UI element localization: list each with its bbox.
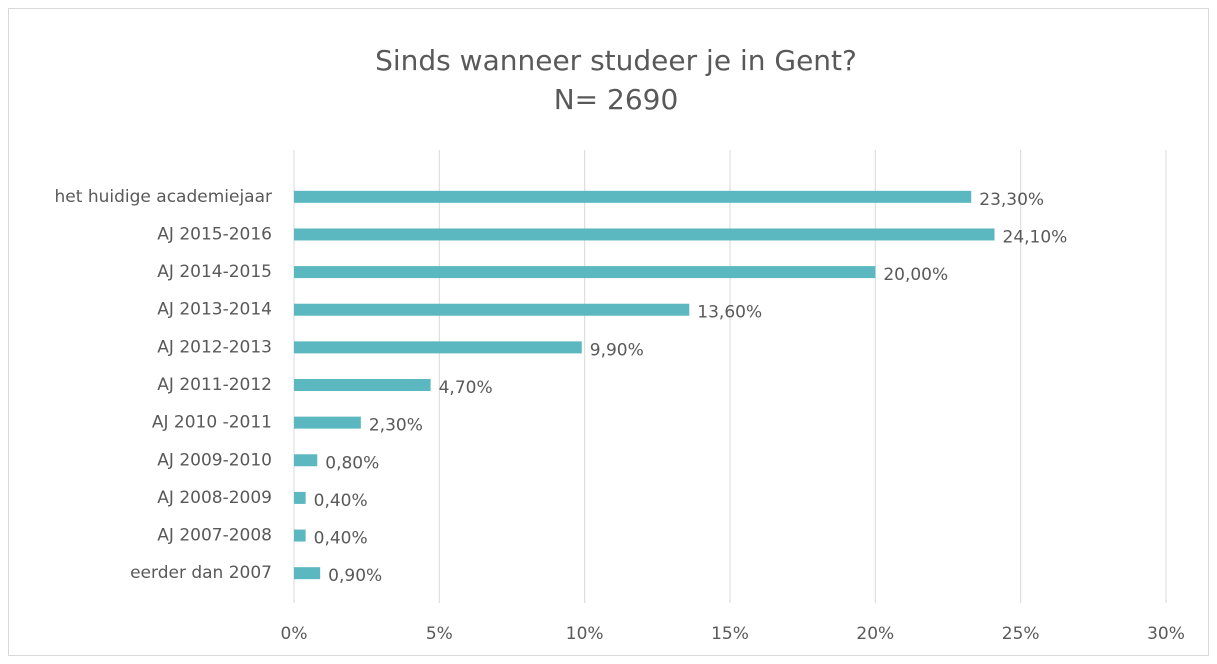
data-label: 9,90% [590, 340, 644, 360]
y-tick-label: AJ 2008-2009 [157, 488, 272, 508]
chart-border [8, 8, 1209, 656]
data-label: 20,00% [883, 265, 948, 285]
data-label: 0,40% [314, 529, 368, 549]
chart-title: Sinds wanneer studeer je in Gent? [375, 44, 857, 77]
x-tick-label: 5% [426, 624, 453, 644]
y-tick-label: AJ 2015-2016 [157, 224, 272, 244]
y-tick-label: AJ 2013-2014 [157, 300, 272, 320]
x-tick-label: 20% [856, 624, 894, 644]
x-tick-label: 10% [566, 624, 604, 644]
y-tick-label: AJ 2011-2012 [157, 375, 272, 395]
data-label: 23,30% [979, 190, 1044, 210]
y-tick-label: AJ 2009-2010 [157, 450, 272, 470]
data-label: 0,90% [328, 566, 382, 586]
x-tick-label: 15% [711, 624, 749, 644]
bar [294, 529, 306, 542]
y-tick-label: het huidige academiejaar [55, 187, 272, 207]
y-tick-label: AJ 2007-2008 [157, 526, 272, 546]
bar [294, 491, 306, 504]
x-tick-label: 30% [1147, 624, 1185, 644]
data-label: 0,80% [325, 453, 379, 473]
y-tick-label: AJ 2012-2013 [157, 337, 272, 357]
x-tick-label: 25% [1002, 624, 1040, 644]
data-label: 24,10% [1003, 227, 1068, 247]
bar [294, 416, 361, 429]
bar [294, 228, 995, 241]
data-label: 0,40% [314, 491, 368, 511]
data-label: 2,30% [369, 416, 423, 436]
y-tick-label: AJ 2010 -2011 [152, 413, 272, 433]
x-tick-label: 0% [281, 624, 308, 644]
data-label: 4,70% [439, 378, 493, 398]
y-tick-label: eerder dan 2007 [130, 563, 272, 583]
y-tick-label: AJ 2014-2015 [157, 262, 272, 282]
bar [294, 190, 972, 203]
chart-subtitle: N= 2690 [554, 83, 679, 116]
bar [294, 379, 431, 391]
bar [294, 341, 582, 354]
bar [294, 454, 318, 467]
bar [294, 567, 321, 580]
data-label: 13,60% [697, 303, 762, 323]
bar [294, 303, 690, 316]
bar [294, 266, 876, 279]
